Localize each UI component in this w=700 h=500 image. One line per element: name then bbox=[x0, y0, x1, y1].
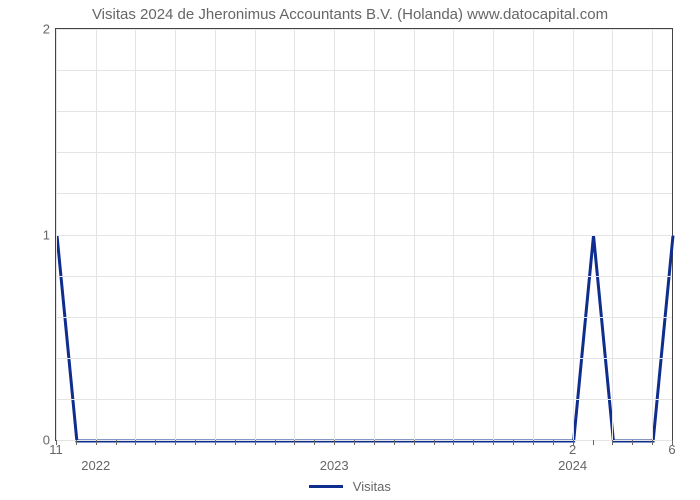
x-minor-tick bbox=[116, 440, 117, 445]
x-minor-tick bbox=[215, 440, 216, 445]
plot-area: 0121126202220232024 bbox=[55, 28, 673, 441]
gridline-horizontal bbox=[56, 152, 672, 153]
x-minor-tick bbox=[135, 440, 136, 445]
x-minor-tick bbox=[374, 440, 375, 445]
x-minor-tick bbox=[294, 440, 295, 445]
line-series bbox=[57, 30, 673, 441]
x-minor-tick bbox=[593, 440, 594, 445]
x-minor-tick bbox=[533, 440, 534, 445]
gridline-horizontal bbox=[56, 276, 672, 277]
x-minor-tick bbox=[394, 440, 395, 445]
x-minor-tick bbox=[414, 440, 415, 445]
gridline-horizontal bbox=[56, 399, 672, 400]
legend-label: Visitas bbox=[353, 479, 391, 494]
x-minor-tick bbox=[175, 440, 176, 445]
legend: Visitas bbox=[0, 478, 700, 494]
x-minor-tick bbox=[453, 440, 454, 445]
x-minor-tick bbox=[672, 440, 673, 445]
chart-container: Visitas 2024 de Jheronimus Accountants B… bbox=[0, 0, 700, 500]
x-minor-tick bbox=[473, 440, 474, 445]
gridline-horizontal bbox=[56, 235, 672, 236]
x-minor-tick bbox=[513, 440, 514, 445]
x-minor-tick bbox=[493, 440, 494, 445]
x-minor-tick bbox=[275, 440, 276, 445]
x-year-label: 2022 bbox=[81, 458, 110, 473]
x-minor-tick bbox=[155, 440, 156, 445]
legend-swatch bbox=[309, 485, 343, 488]
gridline-horizontal bbox=[56, 440, 672, 441]
gridline-horizontal bbox=[56, 111, 672, 112]
x-minor-tick bbox=[573, 440, 574, 445]
x-minor-tick bbox=[96, 440, 97, 445]
y-tick-label: 1 bbox=[43, 227, 50, 242]
x-year-label: 2023 bbox=[320, 458, 349, 473]
gridline-horizontal bbox=[56, 317, 672, 318]
x-minor-tick bbox=[434, 440, 435, 445]
x-minor-tick bbox=[195, 440, 196, 445]
gridline-horizontal bbox=[56, 193, 672, 194]
x-minor-tick bbox=[76, 440, 77, 445]
gridline-horizontal bbox=[56, 29, 672, 30]
y-tick-label: 2 bbox=[43, 22, 50, 37]
x-minor-tick bbox=[652, 440, 653, 445]
x-minor-tick bbox=[632, 440, 633, 445]
x-minor-tick bbox=[334, 440, 335, 445]
x-year-label: 2024 bbox=[558, 458, 587, 473]
chart-title: Visitas 2024 de Jheronimus Accountants B… bbox=[0, 6, 700, 23]
series-line bbox=[57, 236, 673, 442]
gridline-horizontal bbox=[56, 358, 672, 359]
x-minor-tick bbox=[255, 440, 256, 445]
x-minor-tick bbox=[56, 440, 57, 445]
x-minor-tick bbox=[354, 440, 355, 445]
x-minor-tick bbox=[553, 440, 554, 445]
gridline-horizontal bbox=[56, 70, 672, 71]
x-minor-tick bbox=[314, 440, 315, 445]
x-minor-tick bbox=[235, 440, 236, 445]
x-minor-tick bbox=[612, 440, 613, 445]
